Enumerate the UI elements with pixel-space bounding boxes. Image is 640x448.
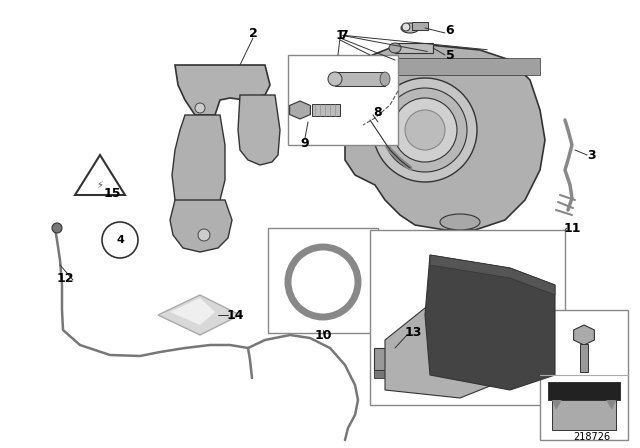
Polygon shape bbox=[75, 155, 125, 195]
Text: 6: 6 bbox=[445, 23, 454, 36]
Polygon shape bbox=[370, 58, 540, 75]
Bar bbox=[335, 72, 385, 86]
Polygon shape bbox=[345, 45, 545, 230]
Text: 15: 15 bbox=[103, 186, 121, 199]
Ellipse shape bbox=[401, 23, 419, 33]
Bar bbox=[374, 370, 404, 378]
Text: 12: 12 bbox=[56, 271, 74, 284]
Text: 8: 8 bbox=[374, 105, 382, 119]
Circle shape bbox=[373, 78, 477, 182]
Circle shape bbox=[383, 88, 467, 172]
Polygon shape bbox=[170, 298, 215, 325]
Bar bbox=[312, 104, 340, 116]
Polygon shape bbox=[238, 95, 280, 165]
Circle shape bbox=[102, 222, 138, 258]
Ellipse shape bbox=[380, 72, 390, 86]
Text: 5: 5 bbox=[445, 48, 454, 61]
Polygon shape bbox=[170, 200, 232, 252]
Text: 2: 2 bbox=[248, 26, 257, 39]
Circle shape bbox=[52, 223, 62, 233]
Circle shape bbox=[393, 98, 457, 162]
Circle shape bbox=[195, 103, 205, 113]
Circle shape bbox=[405, 110, 445, 150]
Polygon shape bbox=[175, 65, 270, 115]
Bar bbox=[288, 55, 398, 145]
Bar bbox=[580, 344, 588, 372]
Text: 218726: 218726 bbox=[573, 432, 610, 442]
Text: 14: 14 bbox=[227, 309, 244, 322]
Polygon shape bbox=[430, 255, 555, 295]
Text: 10: 10 bbox=[314, 328, 332, 341]
Ellipse shape bbox=[440, 214, 480, 230]
Polygon shape bbox=[158, 295, 240, 335]
Bar bbox=[540, 310, 628, 440]
Bar bbox=[412, 22, 428, 30]
Polygon shape bbox=[606, 400, 616, 410]
Circle shape bbox=[288, 247, 358, 317]
Polygon shape bbox=[552, 400, 562, 410]
Bar bbox=[552, 400, 616, 430]
Text: 4: 4 bbox=[116, 235, 124, 245]
Bar bbox=[374, 348, 404, 370]
Text: 13: 13 bbox=[404, 326, 422, 339]
Text: 9: 9 bbox=[301, 137, 309, 150]
Circle shape bbox=[402, 23, 410, 31]
Ellipse shape bbox=[328, 72, 342, 86]
Circle shape bbox=[295, 254, 351, 310]
Polygon shape bbox=[573, 325, 595, 345]
Circle shape bbox=[198, 229, 210, 241]
Ellipse shape bbox=[389, 43, 401, 53]
Polygon shape bbox=[425, 255, 555, 390]
Text: 7: 7 bbox=[339, 29, 348, 42]
Text: 1: 1 bbox=[335, 29, 344, 42]
Polygon shape bbox=[360, 90, 380, 108]
Bar bbox=[395, 43, 433, 53]
Text: ⚡: ⚡ bbox=[97, 180, 104, 190]
Bar bbox=[370, 230, 565, 405]
Bar bbox=[548, 382, 620, 400]
Bar bbox=[268, 228, 378, 333]
Text: 11: 11 bbox=[563, 221, 580, 234]
Polygon shape bbox=[385, 280, 505, 398]
Polygon shape bbox=[290, 101, 310, 119]
Polygon shape bbox=[172, 115, 225, 218]
Text: 3: 3 bbox=[588, 148, 596, 161]
